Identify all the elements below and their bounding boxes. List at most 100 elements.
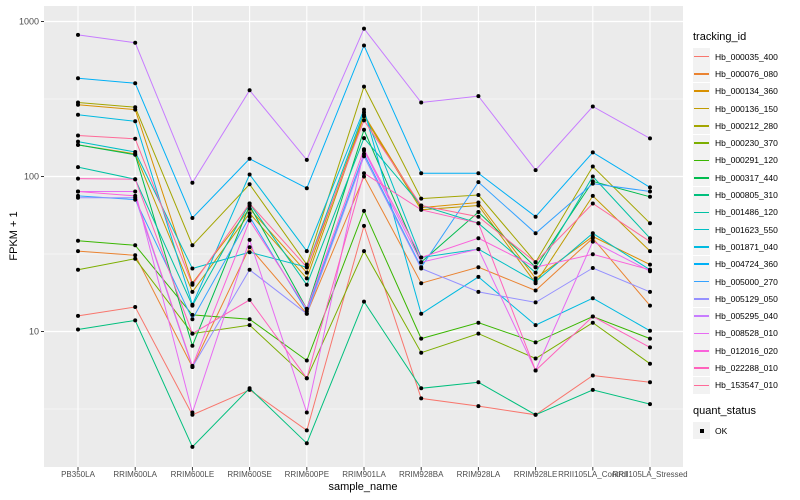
legend-label: Hb_005129_050 xyxy=(715,293,778,304)
black-square-marker xyxy=(699,428,704,433)
legend-key xyxy=(693,422,710,440)
data-point xyxy=(362,118,366,123)
data-point xyxy=(590,181,595,186)
legend-line-swatch xyxy=(694,90,709,93)
data-point xyxy=(133,177,138,182)
legend-item: Hb_022288_010 xyxy=(693,359,799,377)
data-point xyxy=(476,265,481,270)
data-point xyxy=(76,313,80,318)
data-point xyxy=(648,303,652,308)
data-point xyxy=(190,343,195,348)
data-point xyxy=(247,323,252,328)
legend-quant-status: quant_status OK xyxy=(693,405,799,440)
data-point xyxy=(247,386,252,391)
data-point xyxy=(133,318,138,323)
legend-quant-rows: OK xyxy=(693,422,799,440)
data-point xyxy=(362,171,366,176)
x-tick-label: RRIM901LA xyxy=(342,470,386,479)
data-point xyxy=(304,358,309,363)
data-point xyxy=(304,428,309,433)
data-point xyxy=(590,164,595,169)
legend-label: Hb_005000_270 xyxy=(715,276,778,287)
data-point xyxy=(419,266,424,271)
data-point xyxy=(533,356,538,361)
data-point xyxy=(533,368,538,373)
data-point xyxy=(590,201,595,206)
data-point xyxy=(247,182,252,187)
legend-line-swatch xyxy=(694,107,709,110)
data-point xyxy=(133,253,138,258)
legend-label: Hb_000134_360 xyxy=(715,86,778,97)
legend-item: Hb_000212_280 xyxy=(693,117,799,135)
data-point xyxy=(476,171,481,176)
data-point xyxy=(533,276,538,281)
data-point xyxy=(648,267,652,272)
data-point xyxy=(76,112,80,117)
legend-line-swatch xyxy=(694,211,709,214)
legend-key xyxy=(693,203,710,221)
data-point xyxy=(533,265,538,270)
data-point xyxy=(304,186,309,191)
data-point xyxy=(476,247,481,252)
data-point xyxy=(190,289,195,294)
legend-key xyxy=(693,324,710,342)
y-axis-title: FPKM + 1 xyxy=(8,211,20,261)
y-tick-label: 100 xyxy=(24,172,39,182)
legend-key xyxy=(693,65,710,83)
data-point xyxy=(133,150,138,154)
data-point xyxy=(304,265,309,270)
data-point xyxy=(590,373,595,378)
legend-key xyxy=(693,134,710,152)
data-point xyxy=(648,345,652,350)
legend-item: Hb_004724_360 xyxy=(693,255,799,273)
legend-line-swatch xyxy=(694,176,709,179)
legend-key xyxy=(693,151,710,169)
legend-key xyxy=(693,48,710,66)
data-point xyxy=(362,154,366,159)
legend-label: Hb_153547_010 xyxy=(715,380,778,391)
data-point xyxy=(133,40,138,45)
legend-key xyxy=(693,169,710,187)
legend-label: Hb_000230_370 xyxy=(715,138,778,149)
legend: tracking_id Hb_000035_400 Hb_000076_080 Hb… xyxy=(693,31,799,440)
x-tick-label: RRIM600LA xyxy=(113,470,157,479)
legend-label: OK xyxy=(715,425,728,436)
data-point xyxy=(362,114,366,119)
legend-line-swatch xyxy=(694,384,709,387)
data-point xyxy=(590,150,595,155)
legend-line-swatch xyxy=(694,142,709,144)
data-point xyxy=(476,214,481,219)
data-point xyxy=(419,311,424,316)
data-point xyxy=(590,174,595,179)
data-point xyxy=(476,289,481,294)
data-point xyxy=(533,288,538,293)
data-point xyxy=(419,171,424,176)
data-point xyxy=(419,196,424,201)
data-point xyxy=(362,136,366,141)
data-point xyxy=(362,174,366,179)
data-point xyxy=(362,43,366,48)
data-point xyxy=(419,386,424,391)
data-point xyxy=(247,201,252,206)
data-point xyxy=(247,218,252,223)
data-point xyxy=(590,320,595,325)
data-point xyxy=(533,231,538,236)
data-point xyxy=(304,276,309,281)
x-tick-label: RRIM600SE xyxy=(227,470,271,479)
legend-tracking-rows: Hb_000035_400 Hb_000076_080 Hb_000134_360 H… xyxy=(693,48,799,394)
x-tick-label: RRIM600PE xyxy=(285,470,329,479)
data-point xyxy=(590,239,595,244)
data-point xyxy=(304,249,309,254)
legend-key xyxy=(693,307,710,325)
data-point xyxy=(533,260,538,265)
data-point xyxy=(419,336,424,341)
legend-line-swatch xyxy=(694,315,709,317)
data-point xyxy=(76,176,80,181)
legend-key xyxy=(693,82,710,100)
legend-item: Hb_000076_080 xyxy=(693,65,799,83)
data-point xyxy=(133,189,138,194)
legend-line-swatch xyxy=(694,332,709,335)
data-point xyxy=(133,256,138,261)
legend-key xyxy=(693,186,710,204)
data-point xyxy=(190,317,195,322)
